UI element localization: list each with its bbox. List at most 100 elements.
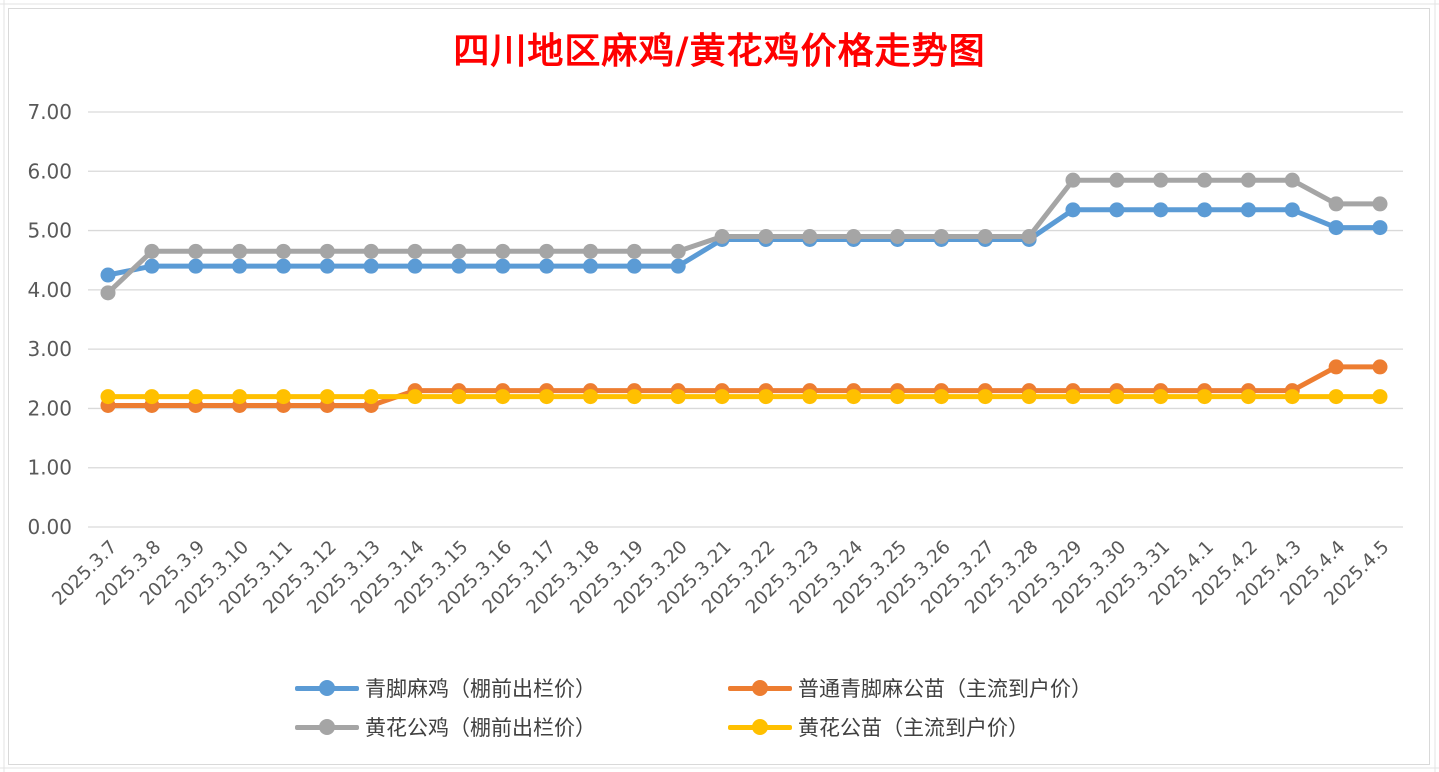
- data-point[interactable]: [582, 258, 598, 274]
- data-point[interactable]: [1153, 172, 1169, 188]
- data-point[interactable]: [232, 389, 248, 405]
- data-point[interactable]: [890, 229, 906, 244]
- data-point[interactable]: [1372, 196, 1388, 212]
- data-point[interactable]: [495, 389, 511, 405]
- chart-title: 四川地区麻鸡/黄花鸡价格走势图: [453, 30, 986, 72]
- legend-item-series-1[interactable]: 青脚麻鸡（棚前出栏价）: [295, 670, 596, 706]
- data-point[interactable]: [1372, 389, 1388, 405]
- data-point[interactable]: [846, 229, 862, 244]
- legend-label-series-1: 青脚麻鸡（棚前出栏价）: [365, 677, 596, 701]
- y-tick-label: 4.00: [27, 278, 72, 302]
- data-point[interactable]: [582, 389, 598, 405]
- data-point[interactable]: [1240, 172, 1256, 188]
- data-point[interactable]: [1197, 389, 1213, 405]
- data-point[interactable]: [1372, 359, 1388, 375]
- data-point[interactable]: [319, 258, 335, 274]
- data-point[interactable]: [582, 243, 598, 259]
- data-point[interactable]: [275, 258, 291, 274]
- data-point[interactable]: [977, 389, 993, 405]
- data-point[interactable]: [1328, 389, 1344, 405]
- data-point[interactable]: [1328, 196, 1344, 212]
- data-point[interactable]: [1109, 172, 1125, 188]
- data-point[interactable]: [714, 229, 730, 244]
- data-point[interactable]: [802, 389, 818, 405]
- data-point[interactable]: [363, 389, 379, 405]
- data-point[interactable]: [275, 389, 291, 405]
- legend-swatch-series-2: [728, 678, 792, 698]
- data-point[interactable]: [100, 285, 116, 301]
- data-point[interactable]: [1153, 389, 1169, 405]
- data-point[interactable]: [144, 258, 160, 274]
- data-point[interactable]: [451, 243, 467, 259]
- data-point[interactable]: [1065, 172, 1081, 188]
- data-point[interactable]: [1109, 389, 1125, 405]
- data-point[interactable]: [319, 389, 335, 405]
- data-point[interactable]: [626, 243, 642, 259]
- data-point[interactable]: [232, 243, 248, 259]
- data-point[interactable]: [144, 243, 160, 259]
- data-point[interactable]: [1021, 389, 1037, 405]
- data-point[interactable]: [1065, 202, 1081, 218]
- data-point[interactable]: [100, 389, 116, 405]
- legend-item-series-3[interactable]: 黄花公鸡（棚前出栏价）: [295, 709, 596, 745]
- data-point[interactable]: [144, 389, 160, 405]
- series-lines: [100, 172, 1388, 413]
- legend-item-series-4[interactable]: 黄花公苗（主流到户价）: [728, 709, 1029, 745]
- data-point[interactable]: [758, 229, 774, 244]
- data-point[interactable]: [539, 389, 555, 405]
- data-point[interactable]: [1197, 172, 1213, 188]
- data-point[interactable]: [1153, 202, 1169, 218]
- data-point[interactable]: [188, 258, 204, 274]
- data-point[interactable]: [1372, 220, 1388, 236]
- data-point[interactable]: [1240, 202, 1256, 218]
- data-point[interactable]: [626, 258, 642, 274]
- data-point[interactable]: [407, 389, 423, 405]
- data-point[interactable]: [1065, 389, 1081, 405]
- data-point[interactable]: [495, 243, 511, 259]
- data-point[interactable]: [1284, 172, 1300, 188]
- data-point[interactable]: [1328, 359, 1344, 375]
- data-point[interactable]: [846, 389, 862, 405]
- data-point[interactable]: [1197, 202, 1213, 218]
- data-point[interactable]: [495, 258, 511, 274]
- data-point[interactable]: [758, 389, 774, 405]
- data-point[interactable]: [188, 389, 204, 405]
- y-tick-label: 3.00: [27, 337, 72, 361]
- y-axis-tick-labels: 0.00 1.00 2.00 3.00 4.00 5.00 6.00 7.00: [27, 100, 72, 539]
- data-point[interactable]: [670, 243, 686, 259]
- data-point[interactable]: [670, 389, 686, 405]
- data-point[interactable]: [1284, 389, 1300, 405]
- data-point[interactable]: [1328, 220, 1344, 236]
- legend-swatch-series-1: [295, 678, 359, 698]
- data-point[interactable]: [363, 258, 379, 274]
- data-point[interactable]: [1021, 229, 1037, 244]
- data-point[interactable]: [407, 258, 423, 274]
- data-point[interactable]: [451, 258, 467, 274]
- series-4: [100, 389, 1388, 405]
- data-point[interactable]: [363, 243, 379, 259]
- data-point[interactable]: [232, 258, 248, 274]
- data-point[interactable]: [1240, 389, 1256, 405]
- y-tick-label: 5.00: [27, 219, 72, 243]
- data-point[interactable]: [714, 389, 730, 405]
- series-line: [105, 207, 1383, 278]
- legend-item-series-2[interactable]: 普通青脚麻公苗（主流到户价）: [728, 670, 1092, 706]
- data-point[interactable]: [539, 258, 555, 274]
- data-point[interactable]: [933, 389, 949, 405]
- data-point[interactable]: [626, 389, 642, 405]
- data-point[interactable]: [539, 243, 555, 259]
- data-point[interactable]: [802, 229, 818, 244]
- data-point[interactable]: [319, 243, 335, 259]
- data-point[interactable]: [933, 229, 949, 244]
- data-point[interactable]: [1109, 202, 1125, 218]
- data-point[interactable]: [1284, 202, 1300, 218]
- data-point[interactable]: [451, 389, 467, 405]
- data-point[interactable]: [890, 389, 906, 405]
- data-point[interactable]: [275, 243, 291, 259]
- data-point[interactable]: [670, 258, 686, 274]
- data-point[interactable]: [100, 267, 116, 283]
- data-point[interactable]: [977, 229, 993, 244]
- data-point[interactable]: [188, 243, 204, 259]
- data-point[interactable]: [407, 243, 423, 259]
